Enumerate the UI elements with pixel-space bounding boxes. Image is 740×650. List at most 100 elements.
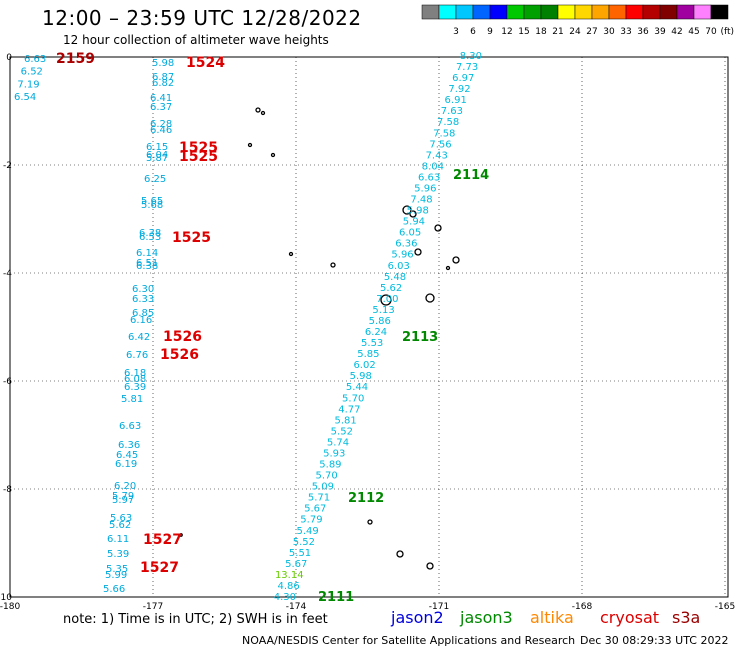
wave-height-value: 5.70 bbox=[315, 471, 337, 482]
legend-tick-label: 24 bbox=[569, 27, 581, 37]
footer-note: note: 1) Time is in UTC; 2) SWH is in fe… bbox=[63, 612, 328, 627]
wave-height-value: 7.92 bbox=[448, 84, 470, 95]
wave-height-value: 5.86 bbox=[369, 316, 391, 327]
wave-height-value: 5.89 bbox=[319, 460, 341, 471]
satellite-altika: altika bbox=[530, 608, 574, 627]
wave-height-value: 7.43 bbox=[426, 150, 448, 161]
legend-unit-label: (ft) bbox=[720, 27, 734, 37]
wave-height-value: 5.49 bbox=[297, 526, 319, 537]
wave-height-value: 6.14 bbox=[136, 248, 158, 259]
wave-height-value: 7.56 bbox=[429, 139, 451, 150]
wave-height-value: 5.97 bbox=[112, 495, 134, 506]
time-label: 2159 bbox=[56, 51, 95, 67]
wave-height-value: 5.99 bbox=[105, 570, 127, 581]
x-tick-label: -171 bbox=[429, 602, 449, 610]
wave-height-value: 7.58 bbox=[433, 128, 455, 139]
island-outline bbox=[426, 562, 434, 570]
legend-tick-label: 18 bbox=[535, 27, 547, 37]
wave-height-value: 5.52 bbox=[293, 537, 315, 548]
legend-tick-label: 12 bbox=[501, 27, 512, 37]
wave-height-value: 6.37 bbox=[150, 102, 172, 113]
time-label: 1527 bbox=[140, 560, 179, 576]
wave-height-value: 5.79 bbox=[112, 491, 134, 502]
wave-height-value: 6.18 bbox=[124, 368, 146, 379]
wave-height-value: 5.68 bbox=[141, 200, 163, 211]
time-label: 2112 bbox=[348, 491, 384, 506]
wave-height-value: 6.53 bbox=[139, 232, 161, 243]
y-tick-label: -8 bbox=[3, 485, 12, 495]
wave-height-value: 5.65 bbox=[141, 196, 163, 207]
wave-height-value: 5.13 bbox=[372, 305, 394, 316]
island-outline bbox=[409, 210, 417, 218]
wave-height-value: 7.63 bbox=[441, 106, 463, 117]
wave-height-value: 5.53 bbox=[361, 338, 383, 349]
y-tick-label: -6 bbox=[3, 377, 12, 387]
wave-height-value: 5.93 bbox=[323, 448, 345, 459]
island-outline bbox=[367, 519, 373, 525]
wave-height-value: 5.74 bbox=[327, 437, 349, 448]
wave-height-map: -180 -177 -174 -171 -168 -165 0 -2 -4 -6 -8 -10 6.63… bbox=[0, 51, 735, 610]
x-tick-label: -180 bbox=[0, 602, 20, 610]
time-label: 2111 bbox=[318, 590, 354, 605]
island-outline bbox=[270, 152, 276, 158]
x-tick-label: -165 bbox=[715, 602, 735, 610]
wave-height-value: 7.00 bbox=[376, 294, 398, 305]
wave-height-value: 6.03 bbox=[388, 261, 410, 272]
island-outline bbox=[255, 107, 261, 113]
island-outline bbox=[445, 265, 451, 271]
legend-tick-label: 6 bbox=[470, 27, 476, 37]
wave-height-value: 7.58 bbox=[437, 117, 459, 128]
legend-tick-label: 3 bbox=[453, 27, 459, 37]
wave-height-value: 6.38 bbox=[139, 228, 161, 239]
legend-tick-label: 15 bbox=[518, 27, 529, 37]
island-outline bbox=[396, 550, 404, 558]
y-tick-label: -4 bbox=[3, 269, 12, 279]
footer-credit: NOAA/NESDIS Center for Satellite Applica… bbox=[242, 634, 576, 647]
wave-height-value: 5.94 bbox=[403, 217, 425, 228]
time-label: 1525 bbox=[179, 140, 218, 156]
wave-height-value: 5.98 bbox=[407, 206, 429, 217]
wave-height-value: 6.38 bbox=[136, 261, 158, 272]
page-subtitle: 12 hour collection of altimeter wave hei… bbox=[63, 33, 329, 47]
satellite-cryosat: cryosat bbox=[600, 608, 660, 627]
wave-height-value: 6.39 bbox=[124, 382, 146, 393]
wave-height-value: 6.63 bbox=[119, 421, 141, 432]
wave-height-value: 8.30 bbox=[460, 51, 482, 62]
wave-height-value: 5.09 bbox=[312, 482, 334, 493]
wave-height-value: 6.46 bbox=[150, 125, 172, 136]
wave-height-value: 4.77 bbox=[338, 404, 360, 415]
wave-height-value: 5.39 bbox=[107, 549, 129, 560]
island-outline bbox=[452, 256, 460, 264]
wave-height-value: 5.67 bbox=[304, 504, 326, 515]
legend-tick-label: 42 bbox=[671, 27, 682, 37]
legend-tick-label: 45 bbox=[688, 27, 699, 37]
color-legend: 3 6 9 12 15 18 21 24 27 30 33 36 39 42 45 70 (ft) bbox=[421, 4, 734, 37]
wave-height-value: 4.30 bbox=[274, 592, 296, 603]
wave-height-value: 5.52 bbox=[331, 426, 353, 437]
wave-height-value: 7.48 bbox=[410, 195, 432, 206]
time-label: 1525 bbox=[172, 230, 211, 246]
wave-height-value: 5.63 bbox=[110, 513, 132, 524]
wave-height-value: 5.66 bbox=[103, 584, 125, 595]
wave-height-value: 8.04 bbox=[422, 161, 444, 172]
wave-height-value: 6.08 bbox=[124, 374, 146, 385]
satellite-jason2: jason2 bbox=[391, 608, 444, 627]
footer-timestamp: Dec 30 08:29:33 UTC 2022 bbox=[580, 634, 729, 647]
wave-height-value: 5.96 bbox=[414, 183, 436, 194]
time-label: 1527 bbox=[143, 532, 182, 548]
satellite-jason3: jason3 bbox=[460, 608, 513, 627]
wave-height-value: 6.19 bbox=[115, 459, 137, 470]
wave-height-value: 5.98 bbox=[152, 58, 174, 69]
wave-height-value: 6.51 bbox=[136, 258, 158, 269]
time-label: 1525 bbox=[179, 149, 218, 165]
wave-height-value: 6.54 bbox=[14, 92, 36, 103]
wave-height-value: 5.85 bbox=[357, 349, 379, 360]
x-tick-label: -168 bbox=[572, 602, 593, 610]
wave-height-value: 5.48 bbox=[384, 272, 406, 283]
island-outline bbox=[425, 293, 435, 303]
wave-height-value: 6.87 bbox=[152, 72, 174, 83]
wave-height-value: 6.76 bbox=[126, 350, 148, 361]
wave-height-value: 6.85 bbox=[132, 308, 154, 319]
wave-height-value: 6.05 bbox=[399, 228, 421, 239]
